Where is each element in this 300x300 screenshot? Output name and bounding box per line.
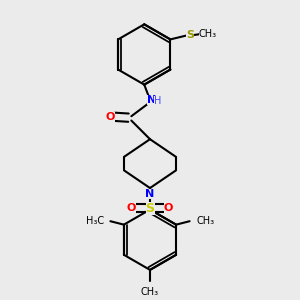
Text: O: O	[106, 112, 115, 122]
Text: N: N	[146, 190, 154, 200]
Text: CH₃: CH₃	[199, 29, 217, 39]
Text: H: H	[154, 96, 161, 106]
Text: N: N	[147, 95, 156, 105]
Text: O: O	[164, 203, 173, 213]
Text: CH₃: CH₃	[196, 216, 214, 226]
Text: S: S	[146, 202, 154, 214]
Text: CH₃: CH₃	[141, 286, 159, 296]
Text: H₃C: H₃C	[86, 216, 104, 226]
Text: S: S	[187, 30, 194, 40]
Text: O: O	[127, 203, 136, 213]
